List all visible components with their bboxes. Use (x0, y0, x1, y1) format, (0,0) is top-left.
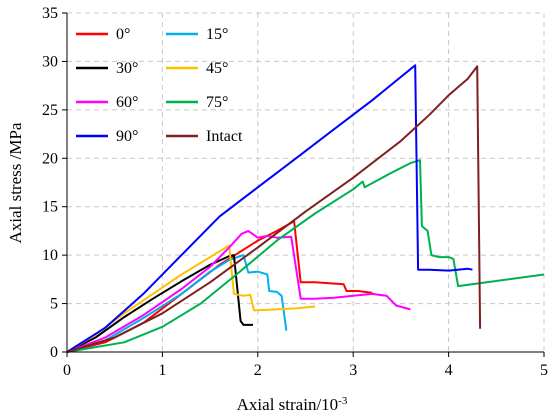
series-lines (66, 64, 545, 353)
x-tick-label: 0 (63, 362, 71, 379)
legend-label: Intact (206, 128, 243, 145)
axes (66, 13, 544, 353)
x-tick-label: 2 (254, 362, 262, 379)
y-tick-label: 10 (42, 247, 58, 264)
y-tick-label: 20 (42, 150, 58, 167)
series-line (66, 64, 473, 353)
legend-label: 75° (206, 94, 228, 111)
series-line (66, 159, 545, 353)
y-tick-label: 15 (42, 199, 58, 216)
tick-labels: 0 1 2 3 4 5 0 5 10 15 20 25 30 35 (42, 5, 548, 379)
grid-lines (67, 12, 545, 352)
y-axis-title: Axial stress /MPa (6, 122, 25, 243)
y-tick-label: 0 (50, 344, 58, 361)
y-tick-label: 25 (42, 102, 58, 119)
legend-label: 60° (116, 94, 138, 111)
legend: 0° 15° 30° 45° 60° 75° 90° Intact (76, 26, 243, 145)
legend-label: 90° (116, 128, 138, 145)
y-tick-label: 5 (50, 296, 58, 313)
y-tick-label: 30 (42, 53, 58, 70)
legend-label: 45° (206, 60, 228, 77)
x-tick-label: 1 (158, 362, 166, 379)
x-tick-label: 4 (445, 362, 453, 379)
legend-label: 0° (116, 26, 130, 43)
x-axis-title: Axial strain/10-3 (237, 395, 348, 414)
legend-label: 30° (116, 60, 138, 77)
x-tick-label: 5 (540, 362, 548, 379)
series-line (66, 65, 482, 353)
legend-label: 15° (206, 26, 228, 43)
x-tick-label: 3 (349, 362, 357, 379)
y-tick-label: 35 (42, 5, 58, 22)
series-line (66, 254, 288, 353)
series-line (66, 244, 316, 353)
series-line (66, 254, 253, 353)
